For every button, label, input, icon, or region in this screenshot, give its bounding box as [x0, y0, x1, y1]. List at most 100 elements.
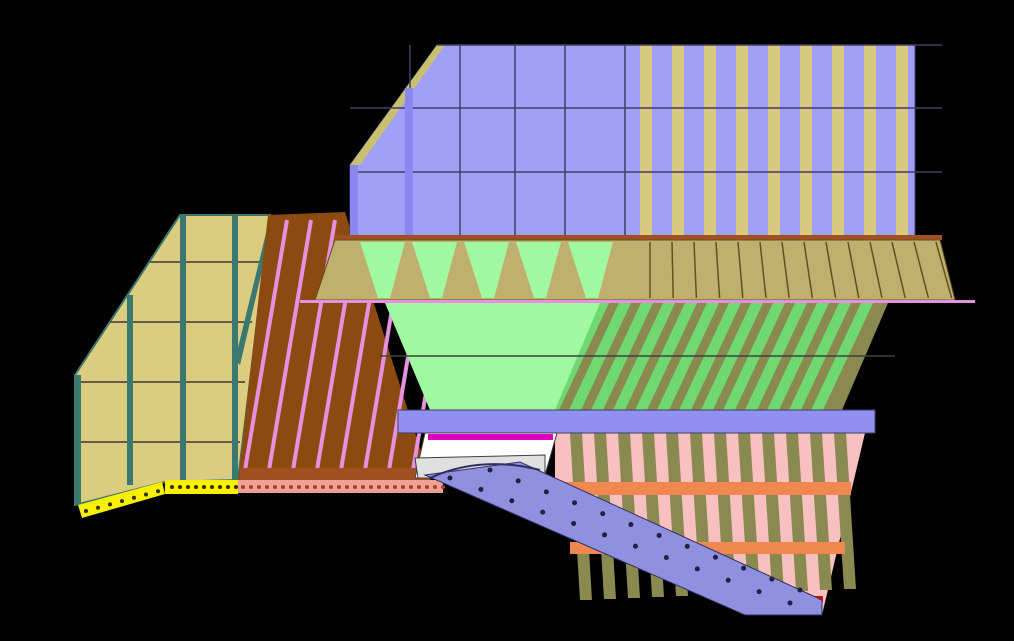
- band-line: [693, 241, 698, 299]
- rivet: [241, 485, 245, 489]
- rivet: [787, 600, 793, 606]
- tan-stripe: [864, 45, 876, 237]
- tan-stripe: [800, 45, 812, 237]
- rivet: [313, 485, 317, 489]
- rivet: [628, 522, 634, 528]
- hopper-chute: [360, 242, 405, 298]
- band-line: [671, 241, 674, 299]
- tan-stripe: [704, 45, 716, 237]
- rivet: [797, 587, 803, 593]
- hopper-chute: [568, 242, 613, 298]
- rivet: [305, 485, 309, 489]
- rivet: [289, 485, 293, 489]
- rivet: [712, 554, 718, 560]
- rivet: [361, 485, 365, 489]
- rivet: [571, 520, 577, 526]
- rivet: [257, 485, 261, 489]
- pink-stripe: [267, 219, 313, 471]
- rivet: [433, 485, 437, 489]
- band-line: [913, 241, 930, 299]
- rivet: [656, 532, 662, 538]
- rivet: [385, 485, 389, 489]
- rivet: [297, 485, 301, 489]
- yellow-strips: [78, 480, 238, 518]
- pink-stripe: [243, 219, 289, 471]
- band-line: [935, 241, 953, 299]
- rivet: [273, 485, 277, 489]
- band-line: [869, 241, 883, 299]
- hopper-band: [300, 235, 975, 303]
- rivet: [84, 509, 88, 513]
- band-line: [825, 241, 837, 299]
- rivet: [234, 485, 238, 489]
- hopper-chute: [412, 242, 457, 298]
- tan-stripe: [832, 45, 844, 237]
- rivet: [96, 505, 100, 510]
- rivet: [741, 565, 747, 571]
- rivet: [572, 500, 578, 506]
- rivet: [345, 485, 349, 489]
- rivet: [409, 485, 413, 489]
- rivet: [725, 577, 731, 583]
- rivet: [447, 475, 453, 481]
- base-strip: [238, 480, 445, 493]
- hopper-chute: [464, 242, 509, 298]
- rivet: [769, 576, 775, 582]
- band-line: [737, 241, 744, 299]
- rivet: [202, 485, 206, 489]
- rivet: [170, 485, 174, 489]
- rivet: [210, 485, 214, 489]
- upper-box: [349, 44, 942, 238]
- rivet: [377, 485, 381, 489]
- band-line: [781, 241, 790, 299]
- rivet: [194, 485, 198, 489]
- rivet: [337, 485, 341, 489]
- rivet: [417, 485, 421, 489]
- rivet: [694, 566, 700, 572]
- rivet: [321, 485, 325, 489]
- rivet: [543, 489, 549, 495]
- tan-stripe: [736, 45, 748, 237]
- rivet: [487, 467, 493, 473]
- rivet: [401, 485, 405, 489]
- green-hopper: [380, 303, 895, 410]
- rivet: [353, 485, 357, 489]
- rivet: [132, 495, 136, 500]
- left-panel: [74, 214, 272, 507]
- rivet: [425, 485, 429, 489]
- rivet: [540, 509, 546, 515]
- rivet: [218, 485, 222, 489]
- blue-beam: [397, 409, 876, 434]
- rivet: [369, 485, 373, 489]
- rivet: [756, 589, 762, 595]
- rivet: [178, 485, 182, 489]
- tan-stripe: [640, 45, 652, 237]
- rivet: [509, 498, 515, 504]
- olive-stripe: [834, 433, 856, 589]
- rivet: [684, 543, 690, 549]
- tan-stripe: [896, 45, 908, 237]
- rivet: [108, 502, 112, 507]
- tan-stripe: [672, 45, 684, 237]
- rivet: [156, 489, 160, 494]
- band-line: [847, 241, 860, 299]
- rivet: [186, 485, 190, 489]
- inclined-plate: [423, 461, 823, 616]
- rivet: [120, 499, 124, 504]
- rivet: [600, 511, 606, 517]
- rivet: [515, 478, 521, 484]
- rivet: [329, 485, 333, 489]
- hopper-chute: [516, 242, 561, 298]
- tan-stripe: [768, 45, 780, 237]
- band-line: [891, 241, 906, 299]
- rivet: [226, 485, 230, 489]
- band-line: [715, 241, 721, 299]
- rivet: [393, 485, 397, 489]
- rivet: [663, 555, 669, 561]
- rivet: [632, 543, 638, 549]
- rivet: [602, 532, 608, 538]
- rivet: [478, 486, 484, 492]
- rivet: [281, 485, 285, 489]
